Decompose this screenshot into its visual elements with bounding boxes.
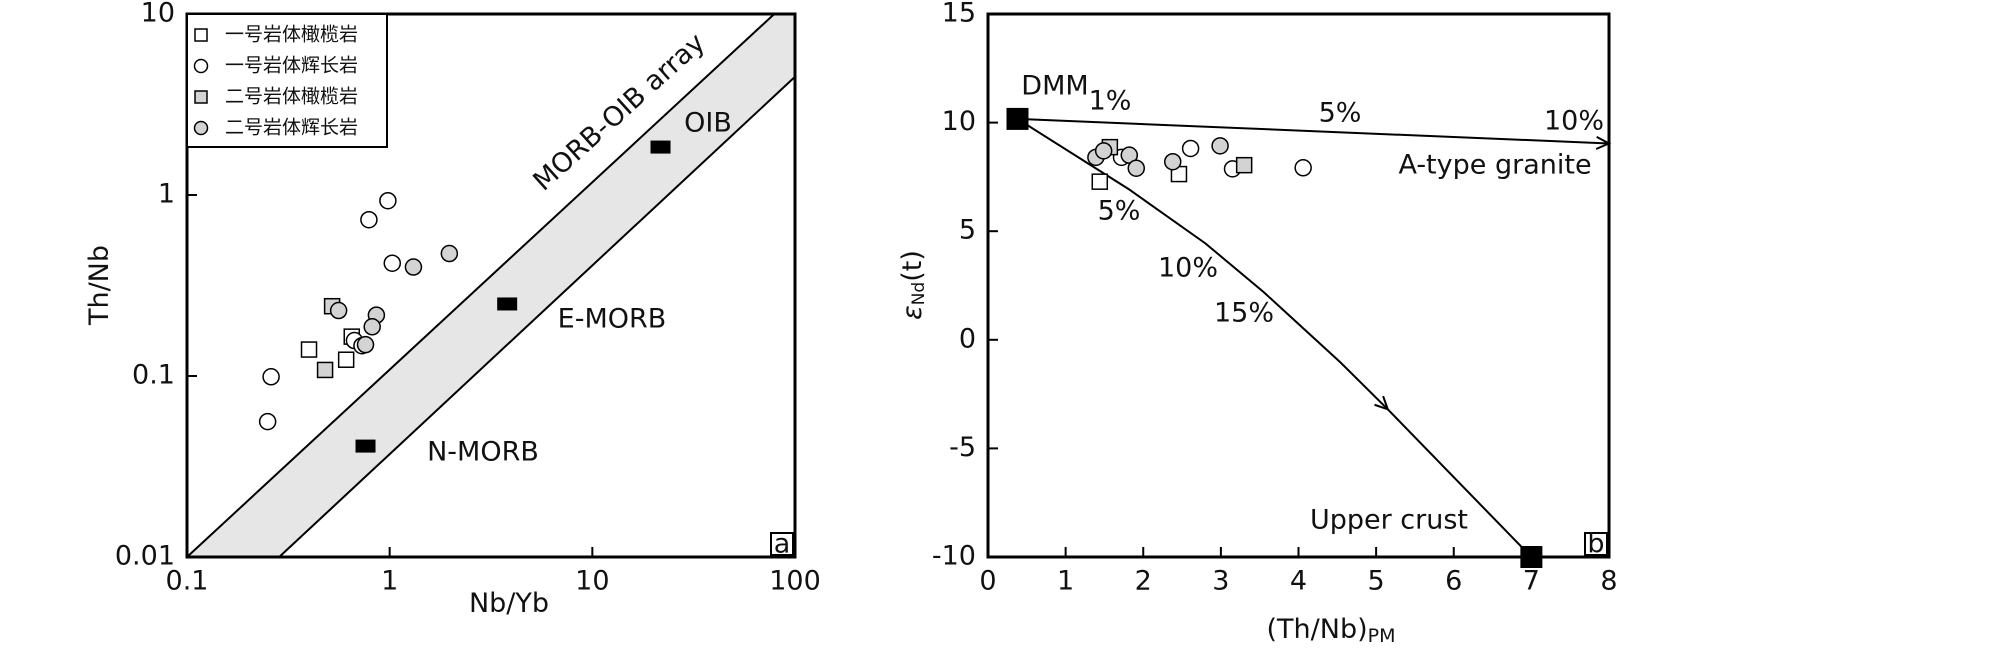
y-tick-label: -10: [932, 541, 976, 572]
x-tick-label: 4: [1290, 566, 1307, 597]
y-tick-label: 10: [942, 106, 976, 137]
legend-marker: [194, 90, 208, 104]
y-tick-label: 1: [158, 179, 175, 210]
x-tick-label: 6: [1445, 566, 1462, 597]
legend-marker: [193, 120, 209, 136]
point-circle: [1163, 152, 1182, 171]
panel: 0 1 2 3 4 5 6 7 8 -10 -5 0 5 10 15 (Th/Nb)PM εNd(t) b DMM U…: [897, 0, 1618, 647]
end-member-label: OIB: [684, 108, 732, 139]
y-tick-label: -5: [949, 432, 976, 463]
mixing-line: [1017, 117, 1610, 145]
x-tick-label: 3: [1212, 566, 1229, 597]
legend-label: 二号岩体橄榄岩: [225, 86, 358, 108]
x-tick-label: 1: [381, 566, 398, 597]
y-tick-label: 0: [959, 323, 976, 354]
annotation: 15%: [1214, 298, 1274, 329]
point-circle: [360, 210, 378, 229]
legend-marker: [194, 28, 208, 42]
y-tick-label: 0.01: [115, 541, 175, 572]
y-axis-label: εNd(t): [897, 250, 930, 320]
point-circle: [363, 318, 381, 336]
point-circle: [1094, 142, 1113, 160]
panel-letter: b: [1587, 529, 1604, 560]
x-tick-label: 100: [769, 566, 821, 597]
point-circle: [440, 244, 459, 263]
legend-marker: [193, 58, 209, 74]
legend-box: [186, 13, 388, 148]
x-axis-label: Nb/Yb: [469, 588, 549, 619]
annotation: 10%: [1158, 253, 1218, 284]
point-circle: [379, 191, 397, 210]
x-tick-label: 7: [1523, 566, 1540, 597]
annotation: 5%: [1098, 196, 1141, 227]
point-circle: [404, 258, 423, 276]
end-member: [650, 140, 671, 154]
array-line: [278, 76, 796, 558]
array-line: [186, 13, 775, 558]
x-tick-label: 8: [1600, 566, 1617, 597]
point-circle: [383, 254, 402, 272]
x-tick-label: 1: [1057, 566, 1074, 597]
point-circle: [262, 368, 280, 386]
end-member: [1520, 546, 1543, 568]
point-square: [1235, 156, 1253, 174]
end-member: [497, 297, 518, 311]
legend-label: 二号岩体辉长岩: [225, 117, 358, 139]
point-square: [337, 351, 355, 368]
y-tick-label: 10: [141, 0, 175, 29]
x-label-main: Nb/Yb: [469, 588, 549, 619]
y-label-tail: (t): [897, 250, 928, 282]
x-label-main: (Th/Nb): [1267, 614, 1368, 645]
array-band: [187, 14, 795, 557]
end-member-label: Upper crust: [1310, 505, 1468, 536]
annotation: 5%: [1319, 98, 1362, 129]
arrow-head: [1374, 395, 1390, 411]
annotation: 10%: [1544, 106, 1604, 137]
point-circle: [1181, 139, 1200, 158]
x-tick-label: 0: [979, 566, 996, 597]
x-label-sub: PM: [1368, 625, 1396, 647]
point-square: [300, 341, 318, 358]
y-tick-label: 5: [959, 215, 976, 246]
annotation: A-type granite: [1398, 150, 1591, 181]
end-member: [355, 439, 376, 453]
arrow-head: [1595, 135, 1612, 150]
point-circle: [258, 412, 277, 431]
y-axis-label: Th/Nb: [84, 245, 115, 326]
plot-frame: [185, 12, 797, 559]
panel: 0.1 1 10 1000.010.1110Nb/YbTh/NbaOIBE-MORBN…: [84, 0, 821, 619]
x-tick-label: 5: [1368, 566, 1385, 597]
x-tick-label: 10: [575, 566, 609, 597]
x-tick-label: 2: [1135, 566, 1152, 597]
panel-box: [1584, 532, 1608, 556]
legend-label: 一号岩体橄榄岩: [225, 24, 358, 46]
y-label-main: ε: [897, 305, 928, 320]
point-circle: [356, 335, 375, 354]
x-axis-label: (Th/Nb)PM: [1267, 614, 1396, 647]
legend-label: 一号岩体辉长岩: [225, 55, 358, 77]
y-tick-label: 15: [942, 0, 976, 29]
end-member-label: DMM: [1021, 71, 1088, 102]
annotation: 1%: [1089, 86, 1132, 117]
point-circle: [1294, 159, 1312, 177]
y-label-sub: Nd: [909, 282, 929, 306]
x-tick-label: 0.1: [166, 566, 209, 597]
point-circle: [1127, 159, 1146, 177]
end-member-label: E-MORB: [558, 304, 667, 335]
panel-box: [770, 532, 794, 556]
point-square: [316, 361, 334, 379]
y-label-main: Th/Nb: [84, 245, 115, 326]
panel-letter: a: [774, 529, 791, 560]
y-tick-label: 0.1: [132, 360, 175, 391]
end-member: [1006, 107, 1029, 130]
point-square: [1091, 173, 1109, 190]
point-circle: [329, 301, 348, 320]
point-circle: [1211, 137, 1229, 155]
end-member-label: N-MORB: [427, 437, 539, 468]
